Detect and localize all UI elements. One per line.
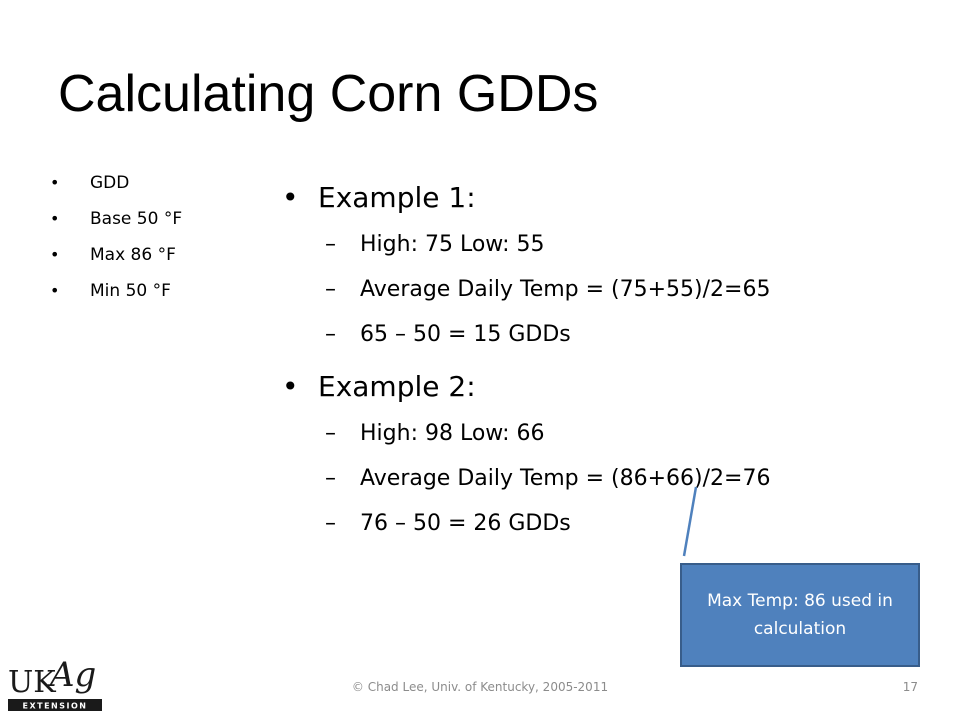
example-1-step-1: High: 75 Low: 55 [318,222,770,267]
max-temp-callout: Max Temp: 86 used in calculation [680,563,920,667]
footer-credit: © Chad Lee, Univ. of Kentucky, 2005-2011 [351,680,609,694]
ukag-extension-logo-icon: UK Ag EXTENSION [8,655,102,711]
example-1-steps: High: 75 Low: 55 Average Daily Temp = (7… [318,222,770,357]
example-2-step-2: Average Daily Temp = (86+66)/2=76 [318,456,770,501]
examples-list: Example 1: High: 75 Low: 55 Average Dail… [282,174,770,552]
example-2-step-3: 76 – 50 = 26 GDDs [318,501,770,546]
example-1-step-2: Average Daily Temp = (75+55)/2=65 [318,267,770,312]
example-2-heading: Example 2: [318,370,476,403]
slide-title: Calculating Corn GDDs [58,65,599,123]
example-2: Example 2: High: 98 Low: 66 Average Dail… [282,363,770,546]
parameter-item-min: Min 50 °F [50,276,182,312]
example-1-step-3: 65 – 50 = 15 GDDs [318,312,770,357]
example-1-heading: Example 1: [318,181,476,214]
logo-text-extension: EXTENSION [23,702,88,711]
parameter-item-gdd: GDD [50,168,182,204]
example-2-steps: High: 98 Low: 66 Average Daily Temp = (8… [318,411,770,546]
page-number: 17 [902,680,918,694]
parameter-list: GDD Base 50 °F Max 86 °F Min 50 °F [50,168,182,312]
example-2-step-1: High: 98 Low: 66 [318,411,770,456]
logo-text-uk: UK [8,665,56,700]
logo-text-ag: Ag [47,655,96,695]
parameter-item-base: Base 50 °F [50,204,182,240]
callout-text: Max Temp: 86 used in calculation [707,591,893,639]
parameter-item-max: Max 86 °F [50,240,182,276]
example-1: Example 1: High: 75 Low: 55 Average Dail… [282,174,770,357]
